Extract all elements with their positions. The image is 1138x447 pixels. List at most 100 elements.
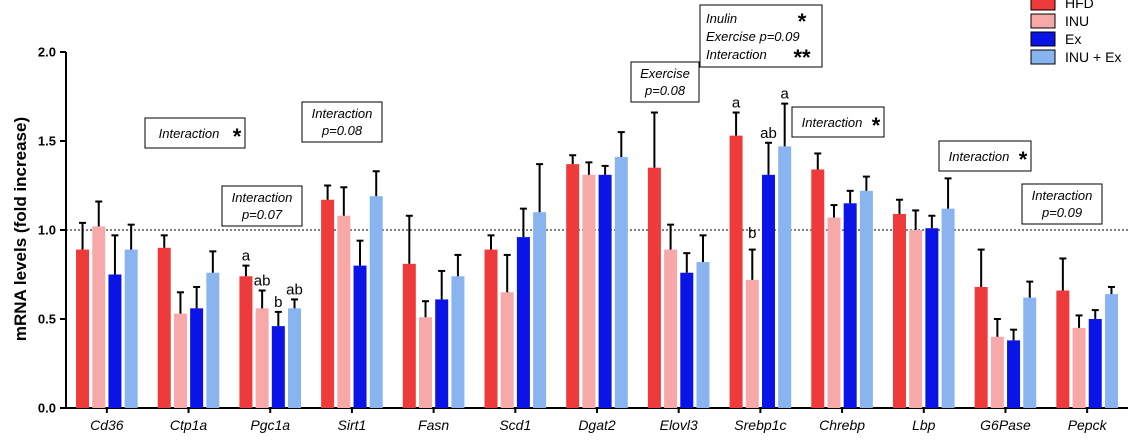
bar: [1023, 297, 1037, 408]
annotation-frame: [699, 4, 823, 68]
annotation-frame: [938, 140, 1032, 172]
significance-letter: ab: [760, 125, 777, 142]
significance-letter: b: [748, 225, 756, 242]
bar: [516, 237, 530, 408]
annotation-box: Interaction *: [144, 117, 246, 149]
bar: [566, 164, 580, 408]
annotation-box: Exercise p=0.08: [630, 61, 700, 103]
annotation-text: p=0.09: [1041, 205, 1082, 220]
bar: [925, 228, 939, 408]
x-tick-label: Ctp1a: [170, 417, 208, 433]
bar: [321, 199, 335, 408]
significance-letter: ab: [254, 273, 271, 290]
annotation-box: Interaction *: [938, 140, 1032, 172]
bar: [1072, 327, 1086, 408]
legend-item: INU: [1030, 13, 1089, 29]
bar: [206, 272, 220, 408]
bar: [271, 326, 285, 408]
annotation-frame: [301, 101, 383, 143]
legend-swatch: [1030, 13, 1056, 29]
legend-swatch: [1030, 0, 1056, 11]
annotation-frame: [221, 185, 303, 227]
legend-label: INU: [1065, 13, 1089, 29]
bar: [92, 226, 106, 408]
legend-item: HFD: [1030, 0, 1094, 11]
significance-letter: a: [242, 248, 251, 265]
legend-label: INU + Ex: [1065, 49, 1121, 65]
bar: [1088, 319, 1102, 408]
annotation-text: Interaction: [312, 106, 373, 121]
significance-letter: a: [732, 95, 741, 112]
bar: [288, 308, 302, 408]
bar: [500, 292, 514, 408]
bar: [255, 308, 269, 408]
annotation-text: Interaction: [232, 190, 293, 205]
annotation-text: Interaction: [706, 47, 767, 62]
bar: [124, 249, 138, 408]
bar: [974, 286, 988, 408]
bar: [664, 249, 678, 408]
bar: [484, 249, 498, 408]
bar: [239, 276, 253, 408]
annotation-text: p=0.07: [241, 207, 283, 222]
bar: [582, 174, 596, 408]
x-tick-label: Lbp: [912, 417, 936, 433]
bar: [614, 157, 628, 408]
annotation-text: Inulin: [706, 11, 737, 26]
annotation-box: Inulin *Exercise p=0.09 Interaction **: [699, 4, 823, 70]
bar: [190, 308, 204, 408]
annotation-frame: [791, 106, 885, 138]
y-tick-label: 0.0: [38, 401, 56, 416]
bar: [696, 262, 710, 408]
bar: [647, 167, 661, 408]
bar: [827, 217, 841, 408]
y-tick-label: 2.0: [38, 45, 56, 60]
annotation-text: p=0.08: [644, 83, 686, 98]
legend: HFD INU Ex INU + Ex: [1030, 0, 1121, 65]
legend-swatch: [1030, 31, 1056, 47]
bar: [173, 313, 187, 408]
annotation-text: p=0.08: [321, 123, 363, 138]
axes: 0.0 0.5 1.0 1.5 2.0 Cd36 Ctp1a Pgc1a Sirt1 Fasn Sc…: [38, 45, 1128, 433]
bar: [729, 135, 743, 408]
annotation-text: Exercise p=0.09: [706, 29, 800, 44]
x-tick-label: Srebp1c: [734, 417, 786, 433]
bar: [1104, 294, 1118, 408]
x-tick-label: Dgat2: [578, 417, 616, 433]
bar: [1056, 290, 1070, 408]
bar: [369, 196, 383, 408]
bar: [157, 247, 171, 408]
x-tick-label: Elovl3: [660, 417, 698, 433]
bar: [811, 169, 825, 408]
annotation-box: Interaction p=0.09: [1021, 183, 1103, 225]
annotation-star: *: [233, 124, 242, 149]
bar: [76, 249, 90, 408]
annotation-text: Interaction: [159, 126, 220, 141]
x-tick-label: Cd36: [90, 417, 124, 433]
legend-item: INU + Ex: [1030, 49, 1121, 65]
significance-letter: ab: [286, 281, 303, 298]
bar: [761, 174, 775, 408]
annotation-text: Interaction: [1032, 188, 1093, 203]
annotation-frame: [144, 117, 246, 149]
annotation-frame: [1021, 183, 1103, 225]
bar: [337, 215, 351, 408]
bar: [680, 272, 694, 408]
bar: [843, 203, 857, 408]
annotation-text: Interaction: [949, 149, 1010, 164]
x-tick-label: G6Pase: [980, 417, 1031, 433]
bar: [108, 274, 122, 408]
y-tick-label: 0.5: [38, 312, 56, 327]
bar: [598, 174, 612, 408]
significance-letter: a: [781, 86, 790, 103]
bar: [941, 208, 955, 408]
bar: [745, 279, 759, 408]
bar: [533, 212, 547, 408]
annotations-group: Interaction *Interactionp=0.07Interaction…: [144, 4, 1103, 227]
y-tick-label: 1.5: [38, 134, 56, 149]
annotation-star: *: [798, 9, 807, 34]
bar: [909, 230, 923, 408]
annotation-box: Interaction p=0.07: [221, 185, 303, 227]
